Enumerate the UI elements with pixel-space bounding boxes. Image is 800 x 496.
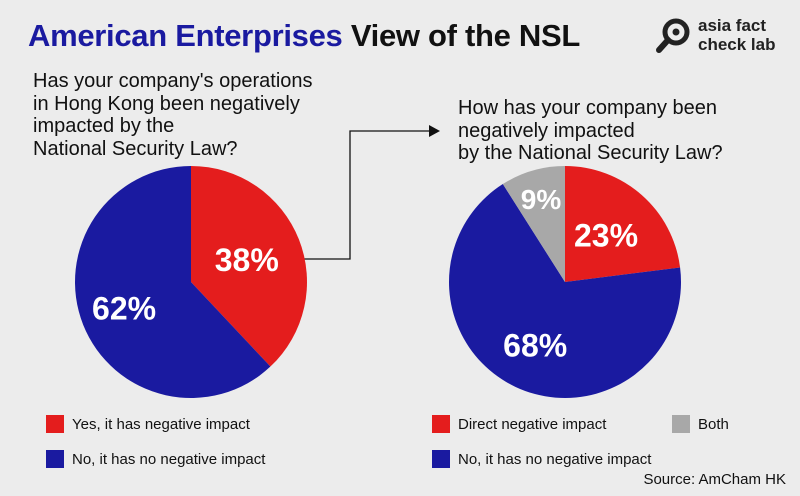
legend-item-both: Both	[672, 415, 729, 433]
logo-line-2: check lab	[698, 35, 776, 54]
pie-data-label: 9%	[521, 184, 562, 215]
logo: asia fact check lab	[654, 16, 782, 56]
pie-data-label: 23%	[574, 217, 638, 253]
pie-slice	[191, 166, 307, 367]
legend-item-no-2: No, it has no negative impact	[432, 450, 651, 468]
title-accent: American Enterprises	[28, 18, 343, 53]
pie-data-label: 38%	[215, 242, 279, 278]
legend-swatch-blue	[432, 450, 450, 468]
chart-2-question: How has your company been negatively imp…	[458, 97, 723, 164]
legend-swatch-red	[46, 415, 64, 433]
chart-1-question: Has your company's operations in Hong Ko…	[33, 70, 313, 160]
legend-label: No, it has no negative impact	[458, 450, 652, 468]
source-note: Source: AmCham HK	[643, 471, 786, 488]
title-rest: View of the NSL	[350, 18, 580, 53]
legend-swatch-blue	[46, 450, 64, 468]
pie-chart-1: 38% 62%	[74, 166, 307, 398]
pie-slice	[565, 166, 681, 282]
pie-chart-2: 23% 68% 9%	[449, 166, 681, 398]
pie-slice	[449, 184, 681, 398]
logo-line-1: asia fact	[698, 16, 767, 35]
legend-item-no: No, it has no negative impact	[46, 450, 265, 468]
legend-swatch-gray	[672, 415, 690, 433]
pie-slice	[74, 166, 271, 398]
legend-label: Both	[698, 415, 729, 433]
page-title: American Enterprises View of the NSL	[28, 18, 580, 54]
legend-label: No, it has no negative impact	[72, 450, 266, 468]
legend-item-direct: Direct negative impact	[432, 415, 606, 433]
logo-text: asia fact check lab	[698, 16, 776, 54]
legend-label: Yes, it has negative impact	[72, 415, 250, 433]
pie-data-label: 68%	[503, 327, 567, 363]
pie-data-label: 62%	[92, 291, 156, 327]
legend-label: Direct negative impact	[458, 415, 607, 433]
magnifier-logo-icon	[656, 18, 690, 53]
pie-slice	[502, 166, 565, 282]
legend-swatch-red	[432, 415, 450, 433]
connector-arrow-icon	[300, 125, 440, 260]
legend-item-yes: Yes, it has negative impact	[46, 415, 250, 433]
